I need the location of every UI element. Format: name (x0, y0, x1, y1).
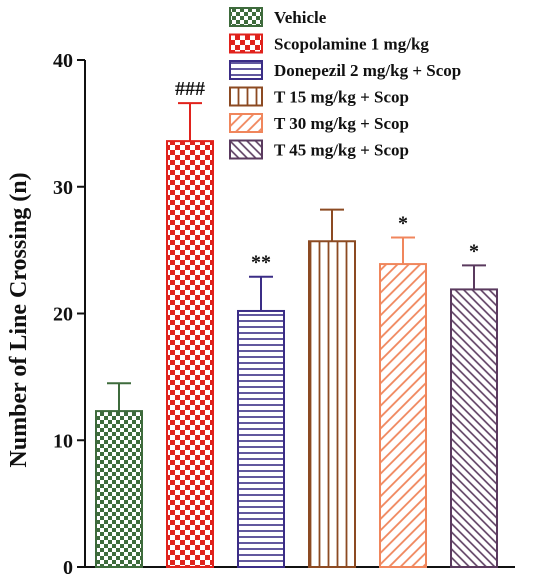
bar-5 (379, 263, 427, 568)
legend-swatch (229, 7, 263, 27)
legend: Vehicle Scopolamine 1 mg/kg Donepezil 2 mg… (229, 7, 461, 160)
legend-swatch (229, 113, 263, 133)
y-axis-label: Number of Line Crossing (n) (6, 172, 32, 467)
legend-label: T 30 mg/kg + Scop (274, 114, 409, 133)
legend-label: Donepezil 2 mg/kg + Scop (274, 61, 461, 80)
y-tick-label: 40 (53, 50, 73, 72)
significance-label: ** (251, 252, 271, 274)
legend-swatch (229, 33, 263, 54)
legend-label: Vehicle (274, 8, 327, 27)
significance-label: * (469, 240, 479, 262)
bar-3 (237, 309, 285, 568)
legend-swatch (229, 139, 263, 160)
bar-4 (308, 240, 356, 568)
significance-label: * (398, 212, 408, 234)
legend-label: T 15 mg/kg + Scop (274, 88, 409, 107)
legend-label: T 45 mg/kg + Scop (274, 141, 409, 160)
legend-swatch (229, 86, 263, 107)
y-tick-label: 20 (53, 304, 73, 326)
legend-swatch (229, 60, 263, 80)
y-tick-label: 10 (53, 430, 73, 452)
bar-2 (166, 140, 214, 568)
bars-group: ###**** (95, 78, 498, 568)
bar-6 (450, 288, 498, 568)
y-tick-label: 0 (63, 557, 73, 579)
bar-1 (95, 410, 143, 568)
y-tick-label: 30 (53, 177, 73, 199)
legend-label: Scopolamine 1 mg/kg (274, 35, 429, 54)
y-axis-ticks: 0 10 20 30 40 (53, 50, 85, 579)
significance-label: ### (175, 78, 205, 100)
